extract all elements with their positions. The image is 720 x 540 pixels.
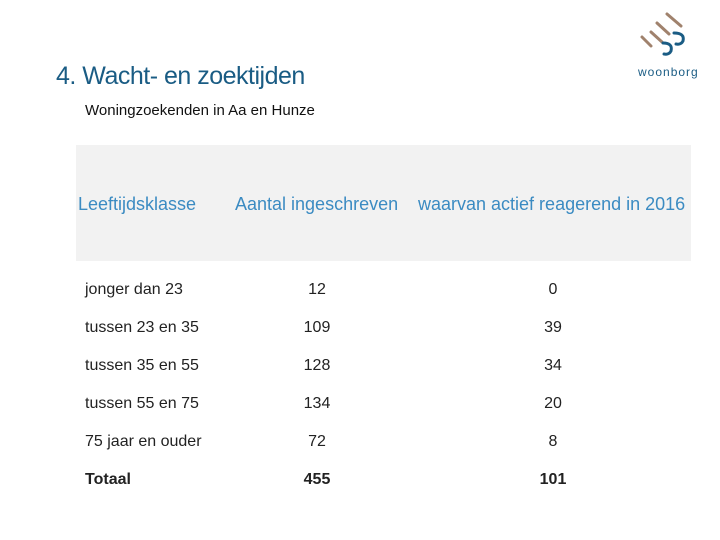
age-class-cell: tussen 35 en 55 xyxy=(85,357,199,374)
table-row: tussen 55 en 75 134 20 xyxy=(76,385,691,423)
age-class-cell: tussen 23 en 35 xyxy=(85,319,199,336)
logo-text: woonborg xyxy=(638,65,699,79)
page-subtitle: Woningzoekenden in Aa en Hunze xyxy=(85,102,315,119)
registered-cell: 109 xyxy=(303,319,331,336)
age-class-cell: jonger dan 23 xyxy=(85,281,183,298)
active-cell: 8 xyxy=(548,433,558,450)
table-row: tussen 35 en 55 128 34 xyxy=(76,347,691,385)
registered-cell: 12 xyxy=(308,281,326,298)
column-header-active: waarvan actief reagerend in 2016 xyxy=(418,194,686,214)
page-title: 4. Wacht- en zoektijden xyxy=(56,62,305,90)
woonborg-logo: woonborg xyxy=(630,8,710,80)
table-row: tussen 23 en 35 109 39 xyxy=(76,309,691,347)
total-registered: 455 xyxy=(303,471,331,488)
total-label: Totaal xyxy=(85,471,131,488)
total-active: 101 xyxy=(539,471,567,488)
age-class-cell: tussen 55 en 75 xyxy=(85,395,199,412)
registered-cell: 72 xyxy=(308,433,326,450)
registered-cell: 128 xyxy=(303,357,331,374)
active-cell: 0 xyxy=(548,281,558,298)
registered-cell: 134 xyxy=(303,395,331,412)
age-class-cell: 75 jaar en ouder xyxy=(85,433,202,450)
active-cell: 34 xyxy=(544,357,562,374)
active-cell: 20 xyxy=(544,395,562,412)
table-row: 75 jaar en ouder 72 8 xyxy=(76,423,691,461)
active-cell: 39 xyxy=(544,319,562,336)
table-total-row: Totaal 455 101 xyxy=(76,461,691,499)
table-row: jonger dan 23 12 0 xyxy=(76,271,691,309)
logo-mark-icon xyxy=(640,12,685,56)
age-group-table: Leeftijdsklasse Aantal ingeschreven waar… xyxy=(76,145,691,499)
column-header-age-class: Leeftijdsklasse xyxy=(78,194,197,214)
table-header: Leeftijdsklasse Aantal ingeschreven waar… xyxy=(76,145,691,261)
column-header-registered: Aantal ingeschreven xyxy=(235,194,399,214)
